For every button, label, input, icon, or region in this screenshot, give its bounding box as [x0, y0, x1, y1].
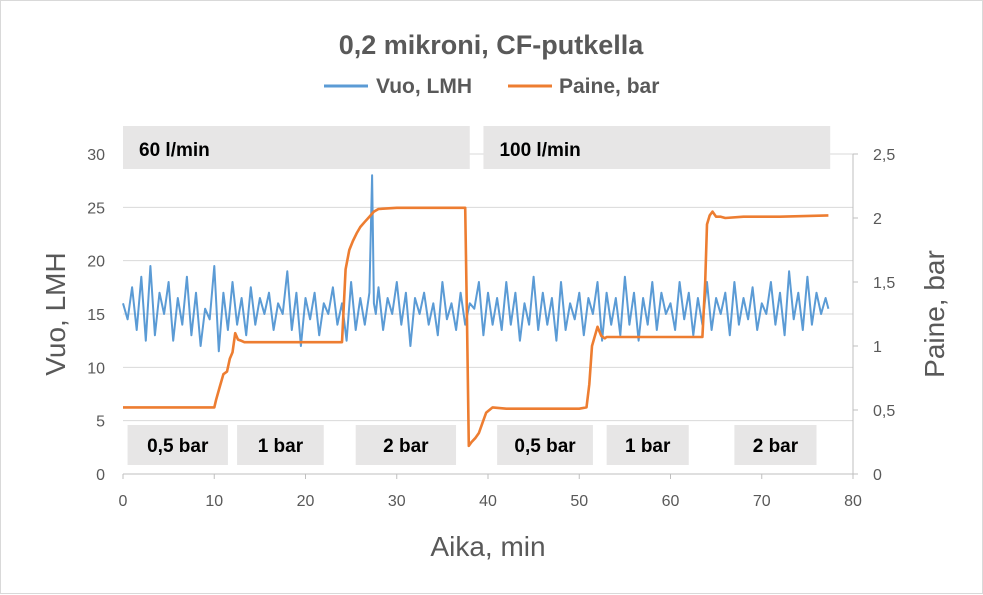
pressure-box: [355, 425, 457, 465]
legend: Vuo, LMH Paine, bar: [324, 75, 659, 98]
pressure-annotations: 0,5 bar 1 bar 2 bar 0,5 bar 1 bar 2 bar: [127, 425, 817, 465]
x-tick-label: 70: [753, 493, 771, 510]
y2-tick-label: 2: [873, 211, 882, 228]
y-axis-title: Vuo, LMH: [40, 252, 71, 375]
y-tick-label: 25: [87, 200, 105, 217]
x-axis-title: Aika, min: [430, 531, 545, 562]
pressure-label: 0,5 bar: [514, 436, 576, 457]
y-tick-label: 30: [87, 147, 105, 164]
y2-tick-label: 0: [873, 467, 882, 484]
y-tick-label: 20: [87, 254, 105, 271]
x-tick-label: 30: [388, 493, 406, 510]
y2-tick-label: 1,5: [873, 275, 895, 292]
x-tick-label: 40: [479, 493, 497, 510]
y2-tick-label: 1: [873, 339, 882, 356]
axes: 0 10 20 30 40 50 60 70 80 0 5 10 15 20 25 30 0 0,5 1 1,5 2 2,…: [87, 147, 895, 510]
pressure-box: [237, 425, 324, 465]
y-tick-label: 5: [96, 414, 105, 431]
flow-rate-box: [483, 126, 831, 169]
y2-axis-title: Paine, bar: [919, 250, 950, 378]
series-line-vuo: [122, 174, 830, 353]
x-tick-label: 0: [119, 493, 128, 510]
x-tick-label: 20: [297, 493, 315, 510]
series-line-paine: [123, 206, 829, 448]
y-tick-label: 15: [87, 307, 105, 324]
y-tick-label: 10: [87, 360, 105, 377]
x-tick-label: 60: [662, 493, 680, 510]
pressure-box: [734, 425, 817, 465]
pressure-label: 0,5 bar: [147, 436, 209, 457]
y-tick-label: 0: [96, 467, 105, 484]
pressure-label: 1 bar: [625, 436, 671, 457]
gridlines: [123, 153, 853, 422]
pressure-box: [606, 425, 689, 465]
pressure-box: [497, 425, 593, 465]
y2-tick-label: 0,5: [873, 403, 895, 420]
flow-rate-label: 100 l/min: [499, 140, 580, 161]
flow-rate-box: [123, 126, 470, 169]
legend-label-vuo: Vuo, LMH: [376, 75, 472, 98]
flow-rate-label: 60 l/min: [139, 140, 210, 161]
series-layer: [122, 174, 830, 448]
pressure-label: 2 bar: [383, 436, 429, 457]
y2-tick-label: 2,5: [873, 147, 895, 164]
chart-title: 0,2 mikroni, CF-putkella: [339, 30, 645, 60]
pressure-box: [127, 425, 228, 465]
x-tick-label: 10: [205, 493, 223, 510]
x-tick-label: 80: [844, 493, 862, 510]
legend-label-paine: Paine, bar: [559, 75, 659, 98]
pressure-label: 1 bar: [258, 436, 304, 457]
pressure-label: 2 bar: [753, 436, 799, 457]
flow-rate-annotations: 60 l/min 100 l/min: [123, 126, 831, 169]
x-tick-label: 50: [570, 493, 588, 510]
